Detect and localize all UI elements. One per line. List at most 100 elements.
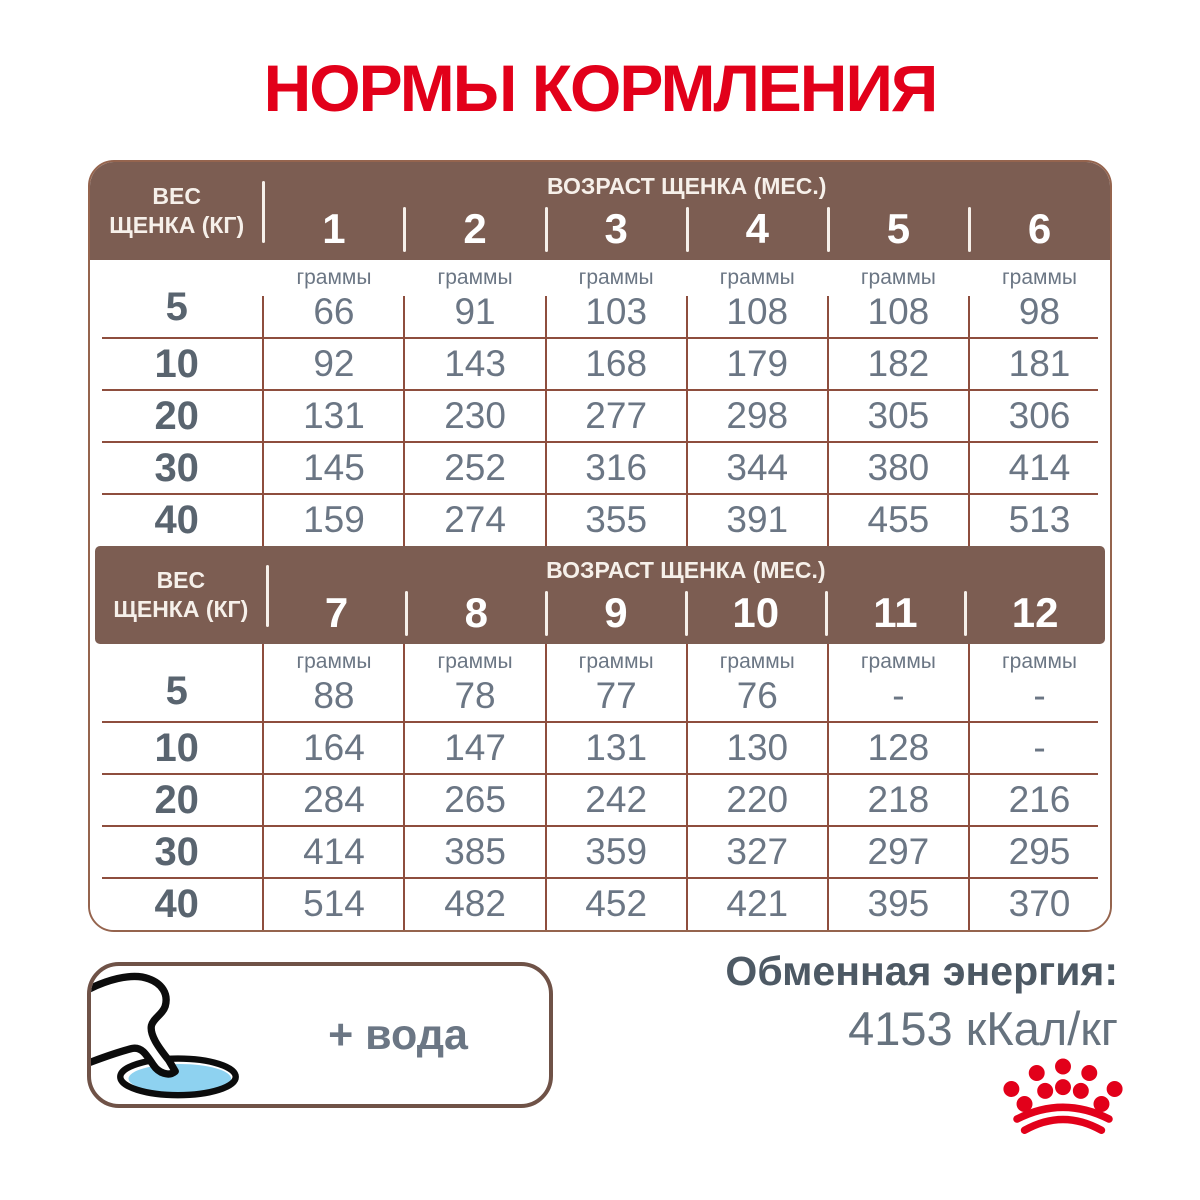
add-water-box: + вода [87,962,553,1108]
value-cell: 305 [867,395,930,436]
royal-canin-crown-icon [1003,1058,1123,1135]
month-header-8: 8 [464,589,488,636]
column-divider [967,644,970,930]
energy-value: 4153 кКал/кг [848,1002,1118,1055]
value-cell: 216 [1008,779,1071,820]
weight-cell: 40 [154,497,199,542]
value-cell: 395 [867,883,930,924]
table-row: 20 131 230 277 298 305 306 [90,390,1110,443]
feeding-tables: ВЕС ЩЕНКА (КГ) ВОЗРАСТ ЩЕНКА (МЕС.) 1 2 3 4 5 6 5… [88,160,1112,932]
value-cell: 252 [444,447,506,488]
table-row: 40 514 482 452 421 395 370 [90,878,1110,930]
value-cell: 91 [454,291,496,332]
month-header-6: 6 [1027,205,1052,252]
value-cell: 414 [303,831,365,872]
table-row: 5 граммы 88 граммы 78 граммы 77 граммы 76 граммы -… [90,644,1110,723]
weight-cell: 5 [165,285,188,329]
value-cell: 327 [726,831,789,872]
value-cell: 103 [585,291,648,332]
grams-unit-label: граммы [1001,650,1077,673]
column-divider [685,207,689,252]
weight-cell: 20 [154,393,199,438]
value-cell: 77 [595,675,637,716]
grams-unit-label: граммы [296,266,372,289]
value-cell: 143 [444,343,506,384]
value-cell: 297 [867,831,930,872]
table-row: 30 414 385 359 327 297 295 [90,826,1110,879]
table-row: 10 164 147 131 130 128 - [90,722,1110,775]
value-cell: 359 [585,831,648,872]
column-divider [262,296,265,546]
month-header-1: 1 [322,205,346,252]
value-cell: 168 [585,343,648,384]
month-header-9: 9 [604,589,628,636]
table-2-header-band: ВЕС ЩЕНКА (КГ) ВОЗРАСТ ЩЕНКА (МЕС.) 7 8 9 10 11… [95,546,1105,644]
grams-unit-label: граммы [578,650,654,673]
age-header-label: ВОЗРАСТ ЩЕНКА (МЕС.) [546,557,826,583]
column-divider [964,591,968,636]
column-divider [685,644,688,930]
value-cell: 181 [1008,343,1071,384]
month-header-11: 11 [873,589,918,636]
month-header-7: 7 [324,589,349,636]
value-cell: 295 [1008,831,1071,872]
column-divider [403,644,406,930]
dog-drinking-from-bowl-icon [91,972,239,1099]
value-cell: 130 [726,727,789,768]
value-cell: 230 [444,395,506,436]
value-cell: 164 [303,727,365,768]
page-title: НОРМЫ КОРМЛЕНИЯ [263,51,939,125]
value-cell: 92 [313,343,355,384]
column-divider [684,591,688,636]
value-cell: 344 [726,447,789,488]
grams-unit-label: граммы [719,650,795,673]
value-cell: 145 [303,447,365,488]
value-cell: - [892,675,905,716]
value-cell: 513 [1008,499,1071,540]
value-cell: 220 [726,779,789,820]
column-divider [262,644,265,930]
grams-unit-label: граммы [437,266,513,289]
value-cell: 306 [1008,395,1071,436]
water-label: + вода [328,1010,468,1059]
value-cell: 370 [1008,883,1071,924]
weight-cell: 5 [165,669,188,713]
weight-cell: 30 [154,829,199,874]
value-cell: 108 [867,291,930,332]
column-divider [824,591,828,636]
weight-header-line1: ВЕС [156,567,206,594]
value-cell: 98 [1018,291,1061,332]
value-cell: 380 [867,447,930,488]
weight-header-line1: ВЕС [152,183,201,210]
column-divider [967,296,970,546]
value-cell: 391 [726,499,789,540]
value-cell: 147 [444,727,506,768]
table-row: 20 284 265 242 220 218 216 [90,774,1110,827]
month-header-row: 7 8 9 10 11 12 [267,582,1105,644]
column-divider [544,207,548,252]
table-row: 5 граммы 66 граммы 91 граммы 103 граммы 108 грамм… [90,260,1110,339]
column-divider [826,296,829,546]
column-divider [544,296,547,546]
value-cell: 179 [726,343,789,384]
table-1-body: 5 граммы 66 граммы 91 граммы 103 граммы 108 грамм… [90,260,1110,546]
value-cell: 298 [726,395,789,436]
weight-header-label: ВЕС ЩЕНКА (КГ) [95,546,267,644]
value-cell: 316 [585,447,648,488]
value-cell: 88 [313,675,355,716]
value-cell: 385 [444,831,506,872]
column-divider [826,644,829,930]
value-cell: 284 [303,779,365,820]
weight-cell: 40 [154,881,199,926]
column-divider [967,207,971,252]
table-row: 30 145 252 316 344 380 414 [90,442,1110,495]
column-divider [403,296,406,546]
column-divider [405,591,409,636]
weight-header-line2: ЩЕНКА (КГ) [109,211,245,238]
weight-cell: 30 [154,445,199,490]
table-1-header-band: ВЕС ЩЕНКА (КГ) ВОЗРАСТ ЩЕНКА (МЕС.) 1 2 3 4 5 6 [90,162,1110,260]
column-divider [544,644,547,930]
month-header-4: 4 [745,205,769,252]
table-row: 40 159 274 355 391 455 513 [90,494,1110,546]
column-divider [265,565,269,627]
